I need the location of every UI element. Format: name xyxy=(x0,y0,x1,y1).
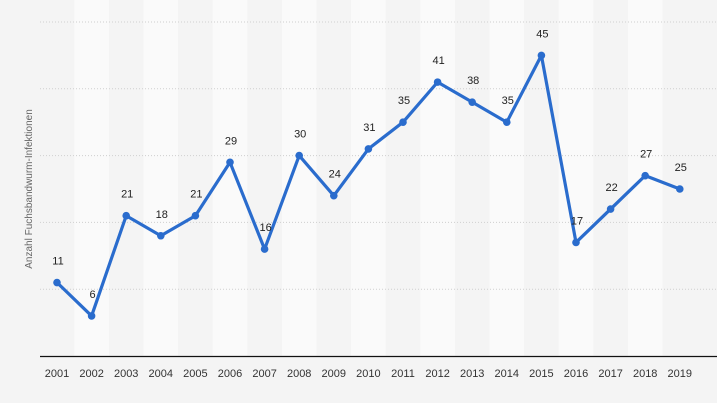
x-tick-label: 2009 xyxy=(322,368,346,380)
data-point[interactable] xyxy=(641,171,649,180)
data-point[interactable] xyxy=(260,245,269,253)
data-point[interactable] xyxy=(157,231,165,240)
column-band xyxy=(143,0,179,356)
data-point[interactable] xyxy=(226,158,234,167)
data-point[interactable] xyxy=(537,51,546,60)
x-tick-label: 2008 xyxy=(287,368,311,380)
data-point[interactable] xyxy=(295,151,304,160)
column-band xyxy=(489,0,525,356)
x-tick-label: 2017 xyxy=(598,368,622,380)
data-point[interactable] xyxy=(468,98,477,106)
data-label: 35 xyxy=(502,95,514,107)
x-tick-label: 2018 xyxy=(633,368,657,380)
data-label: 11 xyxy=(52,256,63,268)
data-point[interactable] xyxy=(572,238,580,247)
data-label: 17 xyxy=(571,215,583,227)
data-label: 45 xyxy=(536,28,548,40)
data-label: 38 xyxy=(467,75,479,87)
column-band xyxy=(74,0,109,356)
data-label: 18 xyxy=(156,209,168,221)
x-tick-label: 2006 xyxy=(218,368,242,380)
data-point[interactable] xyxy=(606,205,615,213)
data-label: 27 xyxy=(640,149,652,161)
data-label: 30 xyxy=(294,129,306,141)
x-tick-label: 2014 xyxy=(495,368,519,380)
data-point[interactable] xyxy=(191,211,200,220)
x-tick-label: 2016 xyxy=(564,368,588,380)
data-label: 6 xyxy=(90,289,96,301)
data-label: 22 xyxy=(605,182,617,194)
x-tick-label: 2015 xyxy=(529,368,553,380)
data-label: 24 xyxy=(329,169,341,181)
data-point[interactable] xyxy=(87,312,96,320)
data-point[interactable] xyxy=(53,278,61,287)
data-point[interactable] xyxy=(122,211,130,220)
column-band xyxy=(212,0,248,356)
data-point[interactable] xyxy=(399,118,407,126)
data-label: 25 xyxy=(675,162,687,174)
data-label: 21 xyxy=(190,189,202,201)
column-band xyxy=(351,0,386,356)
data-label: 41 xyxy=(432,55,444,67)
y-axis-label: Anzahl Fuchsbandwurm-Infektionen xyxy=(24,109,35,269)
x-tick-label: 2012 xyxy=(425,368,449,380)
data-label: 29 xyxy=(225,135,237,147)
x-tick-label: 2010 xyxy=(356,368,380,380)
x-tick-label: 2004 xyxy=(149,368,173,380)
data-point[interactable] xyxy=(364,145,373,153)
data-label: 21 xyxy=(121,189,133,201)
column-band xyxy=(420,0,455,356)
x-tick-label: 2011 xyxy=(391,368,415,380)
x-tick-label: 2005 xyxy=(183,368,207,380)
data-label: 31 xyxy=(363,122,375,134)
data-point[interactable] xyxy=(676,185,684,193)
x-tick-label: 2001 xyxy=(45,368,69,380)
data-point[interactable] xyxy=(433,78,442,86)
x-tick-label: 2003 xyxy=(114,368,138,380)
data-label: 35 xyxy=(398,95,410,107)
x-tick-label: 2007 xyxy=(252,368,276,380)
column-band xyxy=(281,0,317,356)
x-tick-label: 2013 xyxy=(460,368,484,380)
x-tick-label: 2019 xyxy=(668,368,692,380)
data-label: 16 xyxy=(259,222,271,234)
data-point[interactable] xyxy=(503,118,511,126)
data-point[interactable] xyxy=(330,191,338,200)
x-tick-label: 2002 xyxy=(79,368,103,380)
